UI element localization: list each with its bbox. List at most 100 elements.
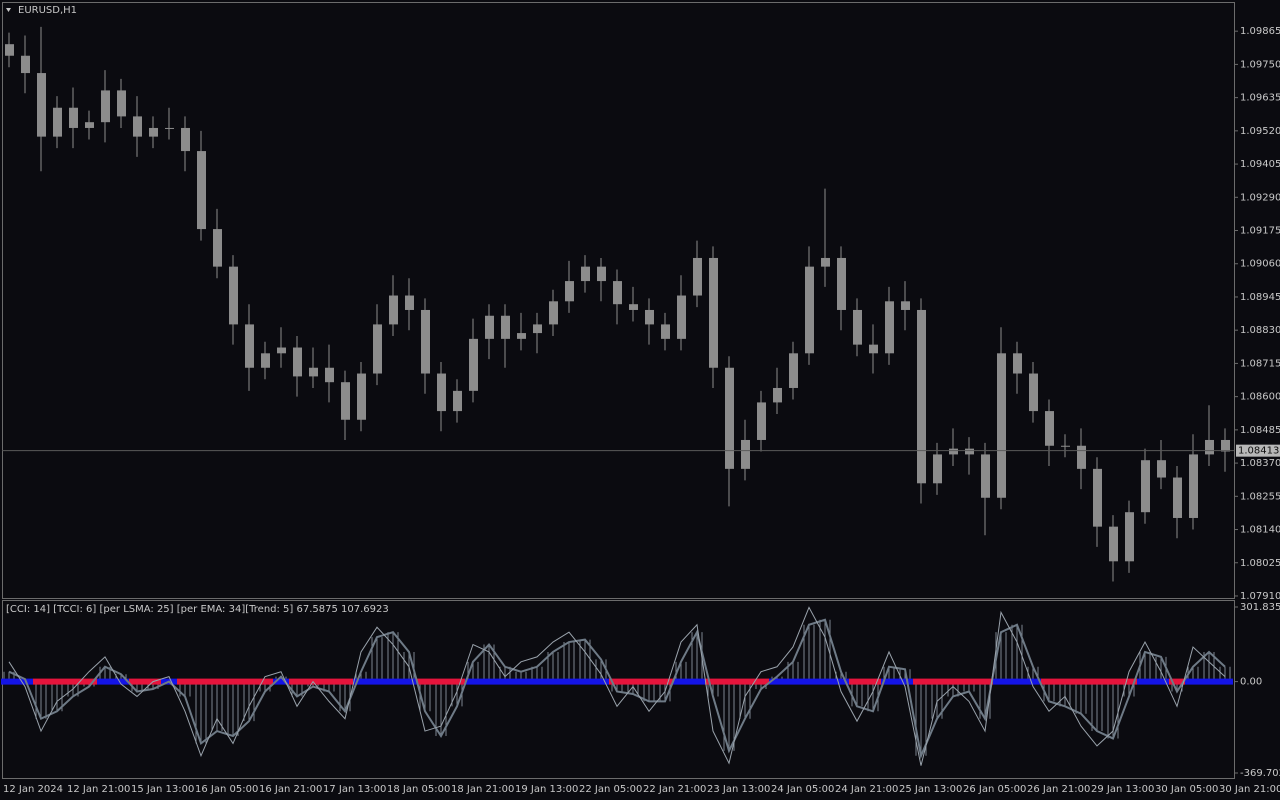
trend-segment xyxy=(1169,678,1185,685)
candle-body xyxy=(869,344,878,354)
trend-segment xyxy=(401,678,417,685)
candle-body xyxy=(101,90,110,123)
candle-body xyxy=(933,454,942,484)
trend-segment xyxy=(1153,678,1169,685)
trend-segment xyxy=(705,678,721,685)
candle-body xyxy=(21,55,30,74)
candle-body xyxy=(629,304,638,310)
candle-body xyxy=(757,402,766,440)
trend-segment xyxy=(385,678,401,685)
trend-segment xyxy=(1073,678,1089,685)
candle-body xyxy=(805,266,814,354)
y-tick-label: 1.08025 xyxy=(1240,558,1280,569)
trend-segment xyxy=(49,678,65,685)
trend-segment xyxy=(1057,678,1073,685)
y-tick-label: 1.08715 xyxy=(1240,358,1280,369)
candle-body xyxy=(437,373,446,412)
x-tick-label: 30 Jan 05:00 xyxy=(1155,784,1218,795)
y-tick-label: 1.09865 xyxy=(1240,26,1280,37)
y-tick-label: 1.08370 xyxy=(1240,458,1280,469)
x-tick-label: 29 Jan 13:00 xyxy=(1091,784,1154,795)
trend-segment xyxy=(977,678,993,685)
x-tick-label: 22 Jan 21:00 xyxy=(643,784,706,795)
y-tick-label: 1.08945 xyxy=(1240,292,1280,303)
candle-body xyxy=(197,151,206,230)
symbol-menu-arrow[interactable] xyxy=(6,8,11,12)
trend-segment xyxy=(257,678,273,685)
candle-body xyxy=(37,73,46,137)
y-tick-label: 1.09405 xyxy=(1240,159,1280,170)
trend-segment xyxy=(433,678,449,685)
candle-body xyxy=(1045,411,1054,446)
trend-segment xyxy=(1137,678,1153,685)
candle-body xyxy=(309,367,318,377)
trend-segment xyxy=(289,678,305,685)
trend-segment xyxy=(65,678,81,685)
trend-segment xyxy=(1,678,17,685)
candle-body xyxy=(581,266,590,282)
x-tick-label: 30 Jan 21:00 xyxy=(1219,784,1280,795)
candle-body xyxy=(453,390,462,412)
x-tick-label: 19 Jan 13:00 xyxy=(515,784,578,795)
trend-segment xyxy=(833,678,849,685)
trend-segment xyxy=(817,678,833,685)
trend-segment xyxy=(337,678,353,685)
candle-body xyxy=(1157,460,1166,478)
current-price-label: 1.08413 xyxy=(1238,446,1279,457)
x-tick-label: 24 Jan 05:00 xyxy=(771,784,834,795)
candle-body xyxy=(165,127,174,129)
trend-segment xyxy=(961,678,977,685)
trend-segment xyxy=(657,678,673,685)
candle-body xyxy=(517,333,526,339)
candle-body xyxy=(469,338,478,391)
y-tick-label: 1.09175 xyxy=(1240,226,1280,237)
y-tick-label: 1.08255 xyxy=(1240,491,1280,502)
trend-segment xyxy=(1121,678,1137,685)
candle-body xyxy=(917,309,926,484)
candle-body xyxy=(981,454,990,498)
candle-body xyxy=(901,301,910,310)
trend-segment xyxy=(865,678,881,685)
y-tick-label: 1.09520 xyxy=(1240,126,1280,137)
trend-segment xyxy=(561,678,577,685)
trend-segment xyxy=(81,678,97,685)
y-tick-label: 1.09635 xyxy=(1240,93,1280,104)
trend-segment xyxy=(1025,678,1041,685)
candle-body xyxy=(645,309,654,325)
candle-body xyxy=(485,315,494,339)
y-tick-label: 1.08485 xyxy=(1240,425,1280,436)
candle-body xyxy=(853,309,862,345)
x-tick-label: 23 Jan 13:00 xyxy=(707,784,770,795)
trend-segment xyxy=(497,678,513,685)
trend-segment xyxy=(1105,678,1121,685)
candle-body xyxy=(1077,445,1086,469)
candle-body xyxy=(5,44,14,56)
indicator-line xyxy=(8,606,1226,766)
candle-body xyxy=(837,257,846,310)
y-tick-label: 1.08830 xyxy=(1240,325,1280,336)
candle-body xyxy=(357,373,366,420)
symbol-title[interactable]: EURUSD,H1 xyxy=(18,5,77,16)
candle-body xyxy=(373,324,382,374)
indicator-title: [CCI: 14] [TCCI: 6] [per LSMA: 25] [per … xyxy=(6,604,389,615)
candle-body xyxy=(117,90,126,117)
x-tick-label: 18 Jan 21:00 xyxy=(451,784,514,795)
trend-segment xyxy=(321,678,337,685)
candle-body xyxy=(965,448,974,455)
trend-segment xyxy=(785,678,801,685)
y-tick-label: 0.00 xyxy=(1240,677,1262,688)
candle-body xyxy=(1189,454,1198,518)
trend-segment xyxy=(801,678,817,685)
trend-segment xyxy=(369,678,385,685)
trend-segment xyxy=(913,678,929,685)
candle-body xyxy=(789,353,798,388)
trend-segment xyxy=(609,678,625,685)
candle-body xyxy=(261,353,270,368)
x-tick-label: 26 Jan 05:00 xyxy=(963,784,1026,795)
trend-segment xyxy=(545,678,561,685)
trend-segment xyxy=(945,678,961,685)
trend-segment xyxy=(513,678,529,685)
trend-segment xyxy=(481,678,497,685)
candle-body xyxy=(565,281,574,302)
